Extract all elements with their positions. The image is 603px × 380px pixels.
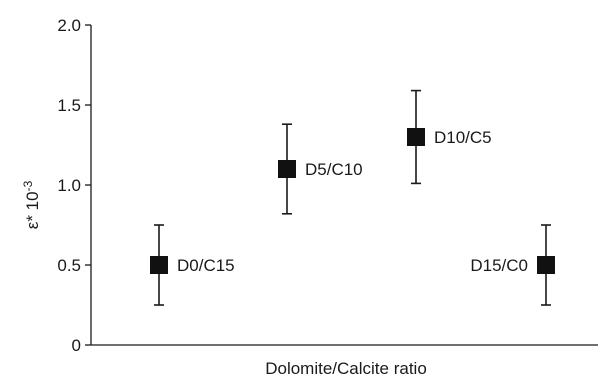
y-tick-label-1: 0.5 <box>57 256 81 275</box>
y-axis: 0 0.5 1.0 1.5 2.0 <box>57 16 92 355</box>
data-points: D0/C15 D5/C10 D10/C5 D15/C0 <box>150 89 555 306</box>
marker <box>150 256 168 274</box>
y-tick-label-2: 1.0 <box>57 176 81 195</box>
marker <box>537 256 555 274</box>
marker <box>407 128 425 146</box>
x-axis-title: Dolomite/Calcite ratio <box>265 359 427 378</box>
marker <box>278 160 296 178</box>
y-axis-title: ε* 10-3 <box>21 180 42 229</box>
y-tick-label-0: 0 <box>72 336 81 355</box>
point-d15-c0: D15/C0 <box>470 224 555 306</box>
point-d5-c10: D5/C10 <box>278 123 363 215</box>
point-d10-c5: D10/C5 <box>407 89 492 185</box>
point-label: D5/C10 <box>305 160 363 179</box>
y-tick-label-4: 2.0 <box>57 16 81 35</box>
y-ticks: 0 0.5 1.0 1.5 2.0 <box>57 16 91 355</box>
point-d0-c15: D0/C15 <box>150 224 235 306</box>
point-label: D15/C0 <box>470 256 528 275</box>
point-label: D0/C15 <box>177 256 235 275</box>
y-axis-title-superscript: -3 <box>21 180 35 191</box>
point-label: D10/C5 <box>434 128 492 147</box>
y-tick-label-3: 1.5 <box>57 96 81 115</box>
